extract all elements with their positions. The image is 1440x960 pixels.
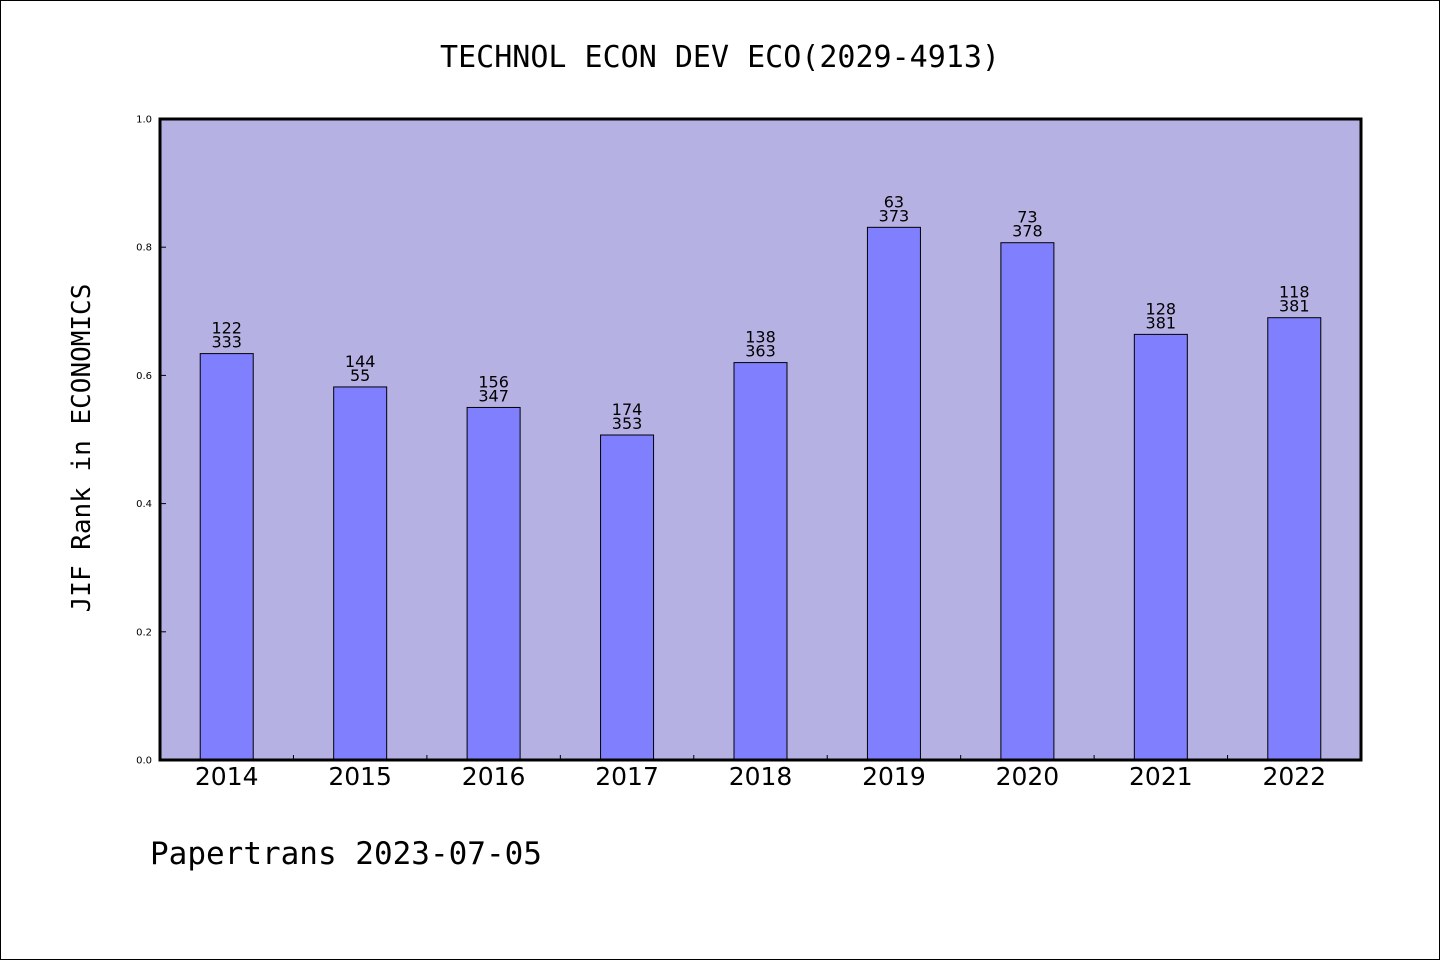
bar-rank-label-2018: 138 [745,328,776,347]
y-tick-label-0.8: 0.8 [136,243,152,254]
x-tick-label-2015: 2015 [328,762,392,791]
y-axis-label: JIF Rank in ECONOMICS [67,284,97,613]
x-tick-label-2016: 2016 [462,762,526,791]
x-tick-label-2022: 2022 [1262,762,1326,791]
bar-total-label-2017: 353 [612,414,643,433]
bar-rank-label-2016: 156 [478,372,509,391]
bar-total-label-2016: 347 [478,386,509,405]
bar-2020 [1000,242,1055,761]
chart-title: TECHNOL ECON DEV ECO(2029-4913) [440,40,1000,75]
bar-total-label-2015: 55 [350,366,370,385]
x-tick-label-2017: 2017 [595,762,659,791]
bar-2014 [199,353,254,761]
x-tick-label-2020: 2020 [996,762,1060,791]
bar-total-label-2021: 381 [1146,313,1177,332]
y-tick-label-1.0: 1.0 [136,115,152,126]
bar-2019 [866,226,921,761]
bar-rank-label-2014: 122 [211,319,242,338]
bar-2018 [733,362,788,761]
bar-total-label-2014: 333 [211,333,242,352]
plot-border [158,117,1363,762]
bar-rank-label-2015: 144 [345,352,376,371]
y-tick-label-0.0: 0.0 [136,756,152,767]
x-tick-label-2014: 2014 [195,762,259,791]
bars-layer [199,226,1322,761]
bar-rank-label-2021: 128 [1146,299,1177,318]
bar-rank-label-2022: 118 [1279,283,1310,302]
y-tick-label-0.4: 0.4 [136,499,152,510]
bar-rank-label-2020: 73 [1017,208,1037,227]
bar-2022 [1267,317,1322,761]
x-tick-label-2019: 2019 [862,762,926,791]
bar-total-label-2018: 363 [745,342,776,361]
bar-2017 [600,434,655,761]
bar-2021 [1133,333,1188,761]
bar-total-label-2022: 381 [1279,297,1310,316]
bar-rank-label-2017: 174 [612,400,643,419]
bar-total-label-2019: 373 [879,206,910,225]
footer-credit: Papertrans 2023-07-05 [150,836,542,872]
bar-2016 [466,406,521,761]
bar-total-label-2020: 378 [1012,222,1043,241]
bar-2015 [333,386,388,761]
x-tick-label-2021: 2021 [1129,762,1193,791]
y-tick-label-0.6: 0.6 [136,371,152,382]
x-axis: 2014 2015 2016 2017 2018 2019 2020 2021 2022 [195,755,1326,791]
y-tick-label-0.2: 0.2 [136,627,152,638]
bar-rank-label-2019: 63 [884,192,904,211]
x-tick-label-2018: 2018 [729,762,793,791]
